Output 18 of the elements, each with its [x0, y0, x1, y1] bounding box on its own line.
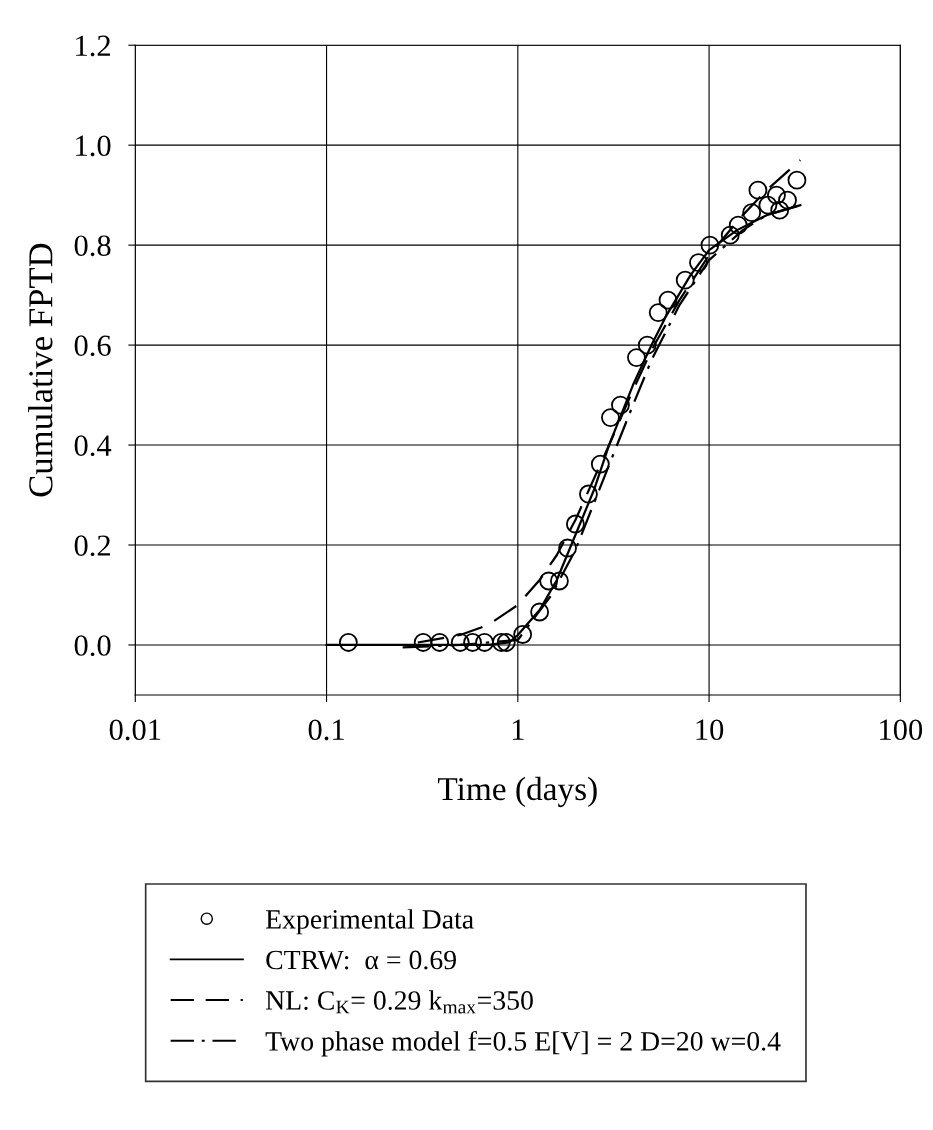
x-tick-label: 0.1: [308, 719, 344, 741]
y-tick-label: 0.4: [74, 435, 112, 457]
x-tick-label: 100: [880, 719, 923, 741]
x-tick-label: 1: [512, 719, 524, 740]
legend-label: Experimental Data: [265, 909, 474, 935]
y-tick-label: 0.6: [74, 335, 111, 357]
x-axis-title: Time (days): [438, 776, 597, 808]
y-tick-label: 1.0: [76, 135, 111, 157]
x-tick-label: 10: [696, 719, 724, 741]
legend-label: CTRW: α = 0.69: [266, 950, 456, 970]
legend-label: Two phase model f=0.5 E[V] = 2 D=20 w=0.4: [265, 1030, 781, 1057]
y-tick-label: 0.2: [74, 535, 110, 557]
y-tick-label: 0.8: [74, 235, 111, 257]
legend-label: NL: C$_{K}$= 0.29 k$_{max}$=350: [265, 990, 533, 1014]
y-tick-label: 0.0: [74, 635, 111, 657]
y-tick-label: 1.2: [76, 35, 110, 57]
x-tick-label: 0.01: [109, 719, 161, 741]
y-axis-title: Cumulative FPTD: [28, 243, 53, 497]
